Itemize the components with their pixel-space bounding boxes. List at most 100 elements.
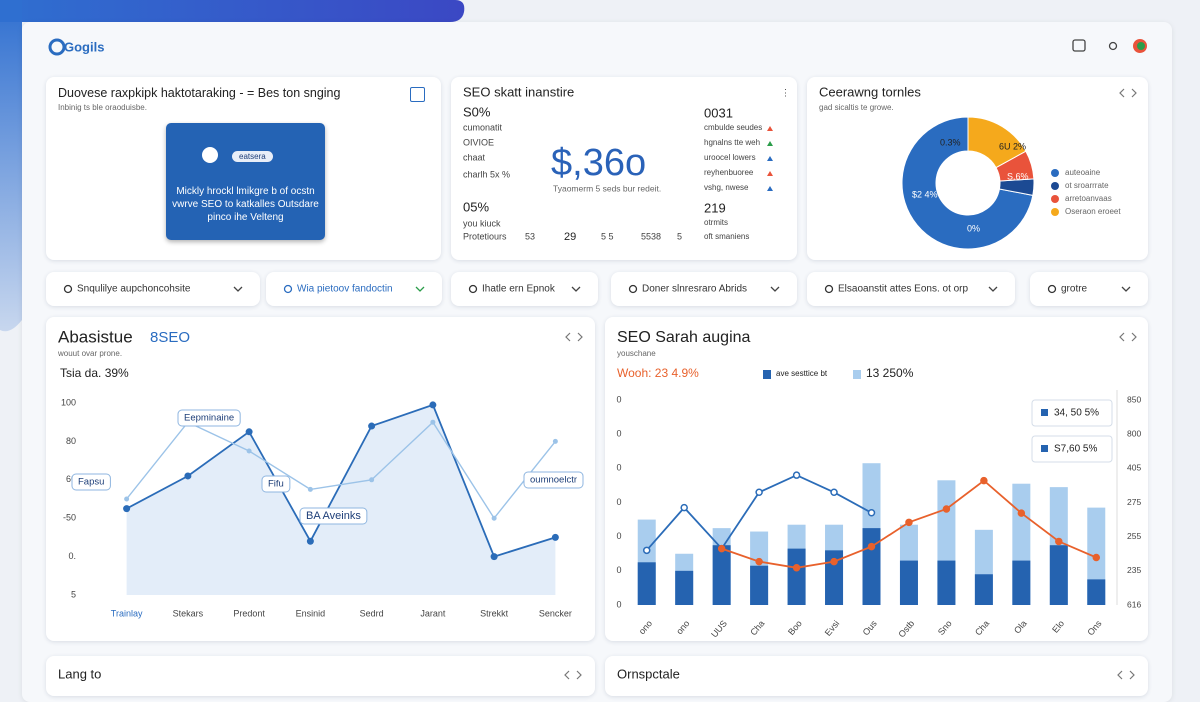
filter-graphic: grotre bbox=[1047, 284, 1131, 295]
point bbox=[792, 564, 801, 572]
point bbox=[642, 546, 651, 555]
tooltip-swatch bbox=[1041, 409, 1048, 416]
chevron bbox=[770, 286, 780, 292]
slice-label: S.6% bbox=[1007, 171, 1029, 181]
card-title: Abasistue bbox=[58, 327, 133, 346]
y2-tick-label: 255 bbox=[1127, 531, 1141, 541]
filter-dropdown[interactable]: Wia pietoov fandoctin bbox=[266, 272, 442, 306]
chevron bbox=[233, 286, 243, 292]
slice-label: 0.3% bbox=[940, 137, 961, 147]
bar bbox=[787, 548, 806, 605]
bar bbox=[1049, 545, 1068, 605]
slice-label: $2 4% bbox=[912, 189, 938, 199]
tooltip bbox=[1031, 399, 1113, 427]
tooltip-text: S7,60 5% bbox=[1054, 444, 1097, 455]
bottom-card-header: Ornspctale bbox=[617, 666, 1135, 681]
chevron bbox=[415, 286, 425, 292]
point bbox=[246, 448, 252, 454]
edit-icon[interactable] bbox=[410, 87, 425, 102]
annotation-label: BA Aveinks bbox=[306, 510, 361, 522]
annotation-box bbox=[71, 473, 111, 491]
stat-text: 29 bbox=[564, 231, 576, 243]
promo-icon bbox=[202, 147, 218, 163]
combo-card: SEO Sarah augina youschane Wooh: 23 4.9% 13… bbox=[605, 317, 1148, 641]
legend-label: Oseraon eroeet bbox=[1065, 207, 1121, 216]
filter-label: Doner slnresraro Abrids bbox=[642, 284, 747, 295]
trend-icon bbox=[767, 156, 773, 161]
slice-label: 0% bbox=[967, 223, 980, 233]
point bbox=[717, 544, 726, 553]
tooltip-text: 34, 50 5% bbox=[1054, 408, 1099, 419]
kpi: Wooh: 23 4.9% bbox=[617, 366, 699, 380]
background-shape bbox=[0, 0, 465, 332]
filter-label: Elsaoanstit attes Eons. ot orp bbox=[838, 284, 969, 295]
x-tick-label: Strekkt bbox=[480, 608, 509, 618]
point bbox=[306, 537, 314, 545]
icon-button[interactable] bbox=[1108, 41, 1118, 51]
nav-arrows[interactable] bbox=[1119, 88, 1137, 98]
y-tick-label: 0. bbox=[68, 551, 76, 561]
x-tick-label: Sencker bbox=[539, 608, 572, 618]
kpi: Tsia da. 39% bbox=[60, 366, 129, 380]
filter-dropdown[interactable]: Snqulilye aupchoncohsite bbox=[46, 272, 260, 306]
filter-dropdown[interactable]: grotre bbox=[1030, 272, 1148, 306]
x-tick-label: Ostb bbox=[896, 618, 916, 639]
x-tick-label: Evsi bbox=[823, 618, 842, 637]
filter-dropdown[interactable]: Elsaoanstit attes Eons. ot orp bbox=[807, 272, 1015, 306]
legend-swatch bbox=[1051, 182, 1059, 190]
bar bbox=[974, 574, 993, 605]
legend-label: ot sroarrrate bbox=[1065, 181, 1109, 190]
x-tick-label: Ensinid bbox=[296, 608, 326, 618]
chevron bbox=[571, 286, 581, 292]
bar bbox=[712, 545, 731, 605]
x-tick-label: Ons bbox=[1085, 618, 1104, 637]
stat-text: S0% bbox=[463, 104, 491, 119]
card-title: Lang to bbox=[58, 666, 101, 681]
x-tick-label: Jarant bbox=[420, 608, 446, 618]
point bbox=[830, 557, 838, 566]
page: Gogils Duovese raxpkipk haktotaraking - … bbox=[0, 0, 1148, 682]
bar bbox=[1012, 560, 1031, 605]
point bbox=[867, 509, 876, 517]
big-value: $,36o bbox=[551, 142, 646, 184]
card-subtitle: wouut ovar prone. bbox=[57, 349, 122, 358]
bottom-card: Ornspctale bbox=[605, 656, 1148, 696]
filter-dropdown[interactable]: Doner slnresraro Abrids bbox=[611, 272, 797, 306]
y-tick-label: 0 bbox=[616, 463, 621, 473]
donut-slice bbox=[901, 116, 1034, 250]
stats-card: SEO skatt inanstire ⋮ S0% cumonatit OIVIOE ch… bbox=[451, 77, 797, 260]
card-title: Ceerawng tornles bbox=[819, 84, 921, 99]
x-tick-label: Stekars bbox=[173, 608, 204, 618]
avatar-inner bbox=[1137, 42, 1145, 50]
bar bbox=[637, 562, 656, 605]
x-tick-label: Predont bbox=[233, 608, 265, 618]
filter-icon bbox=[824, 284, 834, 294]
filter-graphic: Snqulilye aupchoncohsite bbox=[63, 284, 243, 295]
point bbox=[867, 542, 876, 551]
chevron bbox=[988, 286, 998, 292]
annotation-label: Eepminaine bbox=[184, 413, 234, 424]
trend-icon bbox=[767, 126, 773, 131]
bar bbox=[899, 560, 918, 605]
point bbox=[980, 476, 988, 485]
point bbox=[680, 503, 688, 512]
x-tick-label: Cha bbox=[748, 618, 766, 637]
line-card: Abasistue 8SEO wouut ovar prone. Tsia da. 3… bbox=[46, 317, 595, 641]
annotation-label: Fapsu bbox=[78, 477, 104, 488]
nav-arrows[interactable] bbox=[564, 670, 582, 680]
icon-button[interactable] bbox=[1072, 39, 1086, 52]
nav-arrows[interactable] bbox=[565, 332, 583, 342]
bar bbox=[937, 560, 956, 605]
legend-label: ave sesttice bt bbox=[776, 369, 828, 378]
point bbox=[942, 505, 951, 513]
tooltip bbox=[1031, 435, 1113, 463]
stat-text: you kiuck bbox=[463, 218, 501, 228]
filter-label: Wia pietoov fandoctin bbox=[297, 284, 393, 295]
nav-arrows[interactable] bbox=[1117, 670, 1135, 680]
point bbox=[1055, 537, 1063, 546]
filter-dropdown[interactable]: Ihatle ern Epnok bbox=[451, 272, 598, 306]
nav-arrows[interactable] bbox=[1119, 332, 1137, 342]
point bbox=[245, 428, 253, 436]
stat-text: 5538 bbox=[641, 231, 661, 241]
bottom-card-header: Lang to bbox=[58, 666, 582, 681]
